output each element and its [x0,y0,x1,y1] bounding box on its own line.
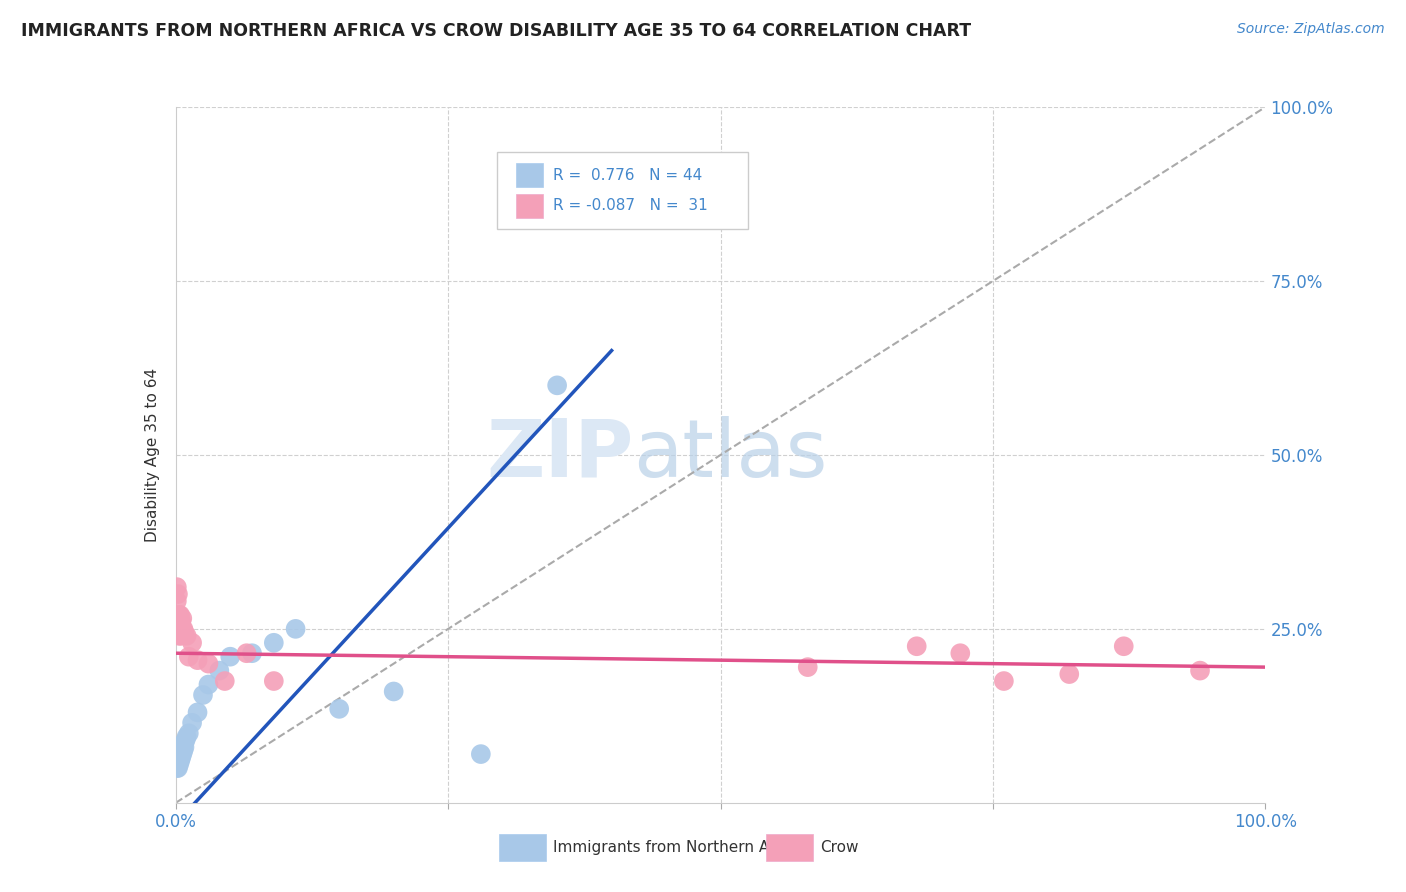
Point [169,750,191,764]
Point [382,684,405,698]
Point [170,747,193,761]
Point [263,636,285,650]
Point [167,761,190,775]
Point [186,653,209,667]
Point [167,757,190,772]
Point [170,615,193,629]
Point [167,744,190,758]
Point [166,747,188,761]
Point [191,688,214,702]
Point [328,702,350,716]
Point [166,750,188,764]
FancyBboxPatch shape [516,194,543,218]
Point [172,747,194,761]
Point [186,706,209,720]
Point [167,607,190,622]
Point [167,611,190,625]
Point [949,646,972,660]
Point [470,747,492,761]
Point [174,733,197,747]
Point [1189,664,1212,678]
Text: Immigrants from Northern Africa: Immigrants from Northern Africa [553,840,803,855]
Point [166,754,188,768]
Point [169,747,191,761]
Text: Source: ZipAtlas.com: Source: ZipAtlas.com [1237,22,1385,37]
FancyBboxPatch shape [498,153,748,229]
Text: R =  0.776   N = 44: R = 0.776 N = 44 [553,168,702,183]
Point [170,744,193,758]
Point [167,587,190,601]
Point [169,607,191,622]
Point [167,750,190,764]
Point [905,639,928,653]
Point [167,615,190,629]
Point [167,754,190,768]
Point [170,629,193,643]
Point [263,674,285,689]
Point [176,730,198,744]
Point [166,580,188,594]
Point [169,740,191,755]
Point [173,625,195,640]
Point [208,664,231,678]
Text: IMMIGRANTS FROM NORTHERN AFRICA VS CROW DISABILITY AGE 35 TO 64 CORRELATION CHAR: IMMIGRANTS FROM NORTHERN AFRICA VS CROW … [21,22,972,40]
Point [173,740,195,755]
Point [170,750,193,764]
Y-axis label: Disability Age 35 to 64: Disability Age 35 to 64 [145,368,160,542]
Point [172,740,194,755]
Text: Crow: Crow [820,840,858,855]
Point [219,649,242,664]
Point [167,740,190,755]
Point [235,646,257,660]
Point [166,761,188,775]
Point [167,754,190,768]
Point [172,611,194,625]
Point [1057,667,1080,681]
Point [181,636,204,650]
Point [167,744,190,758]
Point [172,744,194,758]
Point [1112,639,1135,653]
Point [181,715,204,730]
Point [176,629,198,643]
Point [166,594,188,608]
Point [214,674,236,689]
Point [169,754,191,768]
FancyBboxPatch shape [516,163,543,187]
Point [167,747,190,761]
Point [197,657,219,671]
Point [177,649,200,664]
Point [169,622,191,636]
Point [240,646,263,660]
Point [166,622,188,636]
Point [167,750,190,764]
Text: R = -0.087   N =  31: R = -0.087 N = 31 [553,198,707,213]
Point [796,660,818,674]
Text: ZIP: ZIP [486,416,633,494]
Point [546,378,568,392]
Point [197,677,219,691]
Point [167,629,190,643]
Point [167,615,190,629]
Point [172,622,194,636]
Point [172,737,194,751]
Point [284,622,307,636]
Point [993,674,1015,689]
Point [167,747,190,761]
Text: atlas: atlas [633,416,828,494]
Point [177,726,200,740]
Point [166,757,188,772]
